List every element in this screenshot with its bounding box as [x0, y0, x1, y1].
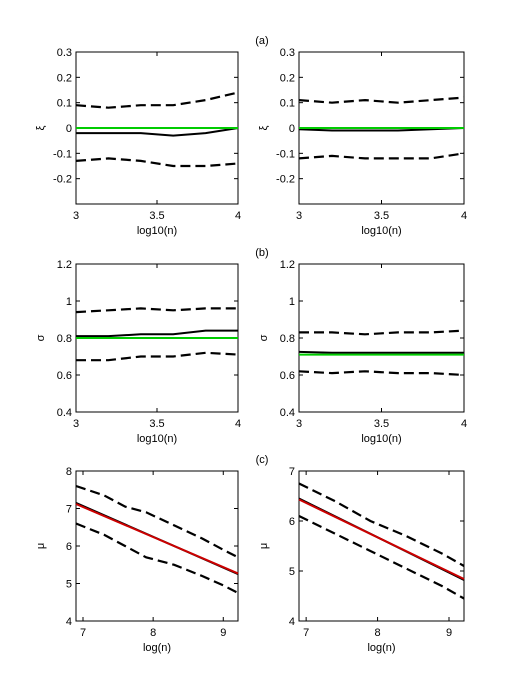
y-axis-label: ξ [258, 125, 270, 130]
y-axis-label: ξ [35, 125, 47, 130]
series-line [76, 127, 239, 137]
panel-label-b: (b) [255, 247, 268, 259]
x-tick-label: 3.5 [149, 418, 164, 430]
x-tick-label: 8 [150, 627, 156, 639]
series-line [298, 482, 465, 567]
y-axis-label: σ [35, 334, 47, 341]
chart-4: 7 8 9 4 5 6 7 8 log(n) μ [35, 466, 239, 654]
chart-5: 7 8 9 4 5 6 7 log(n) μ [258, 466, 465, 654]
x-tick-label: 8 [375, 627, 381, 639]
y-tick-label: 0.4 [57, 407, 72, 419]
x-tick-label: 4 [235, 418, 241, 430]
series-line [75, 522, 239, 594]
series-line [298, 127, 465, 132]
y-tick-label: 7 [289, 466, 295, 478]
series-line [75, 503, 239, 575]
y-tick-label: 0.2 [57, 72, 72, 84]
x-axis-label: log10(n) [137, 433, 177, 445]
x-tick-label: 3.5 [374, 210, 389, 222]
series-line [298, 152, 465, 160]
series-line [298, 498, 465, 580]
chart-3: 3 3.5 4 0.4 0.6 0.8 1 1.2 log10(n) σ [258, 259, 467, 445]
y-tick-label: 4 [289, 616, 295, 628]
y-tick-label: -0.1 [53, 148, 72, 160]
x-tick-label: 3 [296, 210, 302, 222]
y-tick-label: 0.8 [280, 333, 295, 345]
y-tick-label: 0.3 [57, 47, 72, 59]
y-axis-label: μ [35, 543, 47, 549]
y-tick-label: -0.2 [53, 174, 72, 186]
x-tick-label: 7 [80, 627, 86, 639]
x-tick-label: 4 [461, 210, 467, 222]
y-tick-label: 0.1 [280, 98, 295, 110]
x-tick-label: 3 [73, 418, 79, 430]
y-axis-label: σ [258, 334, 270, 341]
x-tick-label: 3.5 [374, 418, 389, 430]
x-tick-label: 3.5 [149, 210, 164, 222]
x-tick-label: 4 [461, 418, 467, 430]
series-line [298, 350, 464, 354]
plot-frame [298, 470, 465, 622]
plots-container: 3 3.5 4 -0.2 -0.1 0 0.1 0.2 0.3 log10(n) ξ 3 3.5 4 -0.… [35, 47, 467, 654]
y-tick-label: 0 [66, 123, 72, 135]
y-tick-label: 4 [66, 616, 72, 628]
y-tick-label: -0.2 [276, 174, 295, 186]
chart-0: 3 3.5 4 -0.2 -0.1 0 0.1 0.2 0.3 log10(n) ξ [35, 47, 241, 237]
x-tick-label: 9 [220, 627, 226, 639]
x-axis-label: log(n) [143, 642, 171, 654]
series-line [75, 91, 239, 109]
x-tick-label: 3 [73, 210, 79, 222]
y-tick-label: 6 [66, 541, 72, 553]
y-axis-label: μ [258, 543, 270, 549]
plot-frame [298, 263, 465, 413]
x-tick-label: 3 [296, 418, 302, 430]
series-line [298, 96, 465, 104]
y-tick-label: 7 [66, 504, 72, 516]
y-tick-label: 0.6 [280, 370, 295, 382]
series-line [298, 370, 465, 377]
x-tick-label: 4 [235, 210, 241, 222]
plot-frame [75, 470, 239, 622]
chart-1: 3 3.5 4 -0.2 -0.1 0 0.1 0.2 0.3 log10(n) ξ [258, 47, 467, 237]
panel-label-a: (a) [255, 35, 268, 47]
series-line [76, 351, 239, 362]
y-tick-label: 1.2 [280, 259, 295, 271]
y-tick-label: 5 [66, 579, 72, 591]
y-tick-label: -0.1 [276, 148, 295, 160]
series-line [298, 515, 465, 600]
y-tick-label: 1 [289, 296, 295, 308]
series-line [75, 484, 239, 559]
y-tick-label: 0.1 [57, 98, 72, 110]
y-tick-label: 8 [66, 466, 72, 478]
chart-2: 3 3.5 4 0.4 0.6 0.8 1 1.2 log10(n) σ [35, 259, 241, 445]
series-line [299, 329, 465, 336]
x-tick-label: 7 [303, 627, 309, 639]
series-line [75, 307, 238, 314]
y-tick-label: 0.6 [57, 370, 72, 382]
y-tick-label: 5 [289, 566, 295, 578]
y-tick-label: 0 [289, 123, 295, 135]
series-line [76, 329, 238, 338]
panel-label-c: (c) [256, 454, 269, 466]
y-tick-label: 0.4 [280, 407, 295, 419]
y-tick-label: 0.3 [280, 47, 295, 59]
x-axis-label: log(n) [367, 642, 395, 654]
series-line [75, 157, 239, 168]
x-tick-label: 9 [446, 627, 452, 639]
y-tick-label: 6 [289, 516, 295, 528]
y-tick-label: 0.8 [57, 333, 72, 345]
x-axis-label: log10(n) [361, 433, 401, 445]
x-axis-label: log10(n) [137, 225, 177, 237]
y-tick-label: 1 [66, 296, 72, 308]
y-tick-label: 1.2 [57, 259, 72, 271]
x-axis-label: log10(n) [361, 225, 401, 237]
y-tick-label: 0.2 [280, 72, 295, 84]
